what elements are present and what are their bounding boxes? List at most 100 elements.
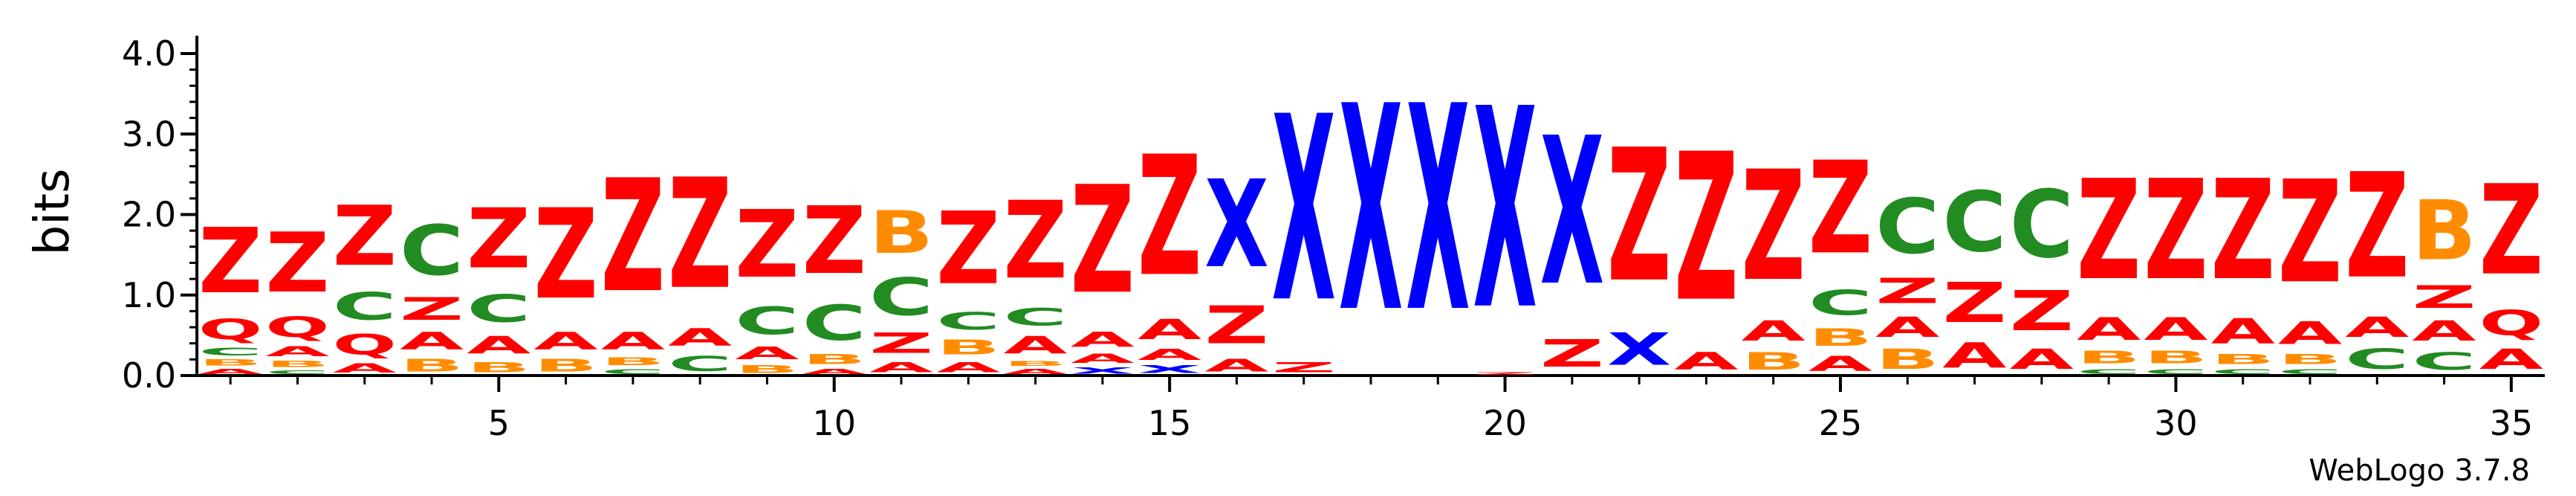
letter-glyph: C (333, 285, 397, 329)
letter-glyph: Z (1272, 360, 1336, 376)
logo-column: CAZ (2345, 142, 2409, 376)
letter-glyph: Z (265, 215, 329, 311)
letter-glyph: Z (1674, 111, 1738, 347)
x-tick-label: 5 (488, 403, 510, 443)
letter-glyph: Z (1204, 295, 1268, 355)
letter-glyph: A (2479, 344, 2543, 376)
logo-column: X (1339, 45, 1403, 374)
logo-glyphs: ABCQZCBAQZAQCZBAZCBACZBAZCBAZCAZBACZABCZ… (198, 45, 2543, 376)
letter-glyph: X (1540, 94, 1604, 331)
letter-glyph: Z (802, 187, 866, 294)
letter-glyph: B (2144, 347, 2207, 367)
letter-glyph: C (1875, 182, 1939, 270)
letter-glyph: A (1942, 336, 2006, 376)
letter-glyph: Z (1540, 332, 1604, 376)
letter-glyph: Z (2144, 151, 2207, 311)
letter-glyph: B (936, 335, 1000, 359)
letter-glyph: B (265, 359, 329, 369)
letter-glyph: Z (668, 147, 732, 323)
letter-glyph: A (2144, 312, 2207, 347)
letter-glyph: A (2211, 312, 2275, 352)
letter-glyph: Z (735, 190, 799, 298)
letter-glyph: Z (198, 210, 262, 314)
letter-glyph: C (2278, 367, 2342, 376)
letter-glyph: A (936, 359, 1000, 376)
letter-glyph: A (333, 361, 398, 376)
letter-glyph: Z (1875, 271, 1939, 312)
letter-glyph: Z (400, 292, 464, 328)
logo-column: BAZ (1742, 139, 1806, 376)
x-tick-label: 10 (812, 403, 856, 443)
letter-glyph: B (735, 364, 799, 376)
letter-glyph: C (735, 300, 799, 344)
logo-column: AZX (1204, 155, 1268, 376)
letter-glyph: Q (265, 312, 329, 344)
letter-glyph: A (1003, 367, 1067, 376)
letter-glyph: Z (1138, 122, 1201, 314)
letter-glyph: C (198, 346, 262, 358)
letter-glyph: Z (936, 190, 1000, 307)
letter-glyph: A (533, 328, 598, 355)
letter-glyph: C (2010, 170, 2074, 279)
letter-glyph: A (1138, 346, 1201, 364)
letter-glyph: B (1742, 347, 1806, 376)
letter-glyph: B (601, 355, 665, 367)
letter-glyph: A (1138, 314, 1201, 346)
letter-glyph: A (2077, 312, 2141, 347)
letter-glyph: B (2077, 347, 2141, 367)
letter-glyph: A (2278, 315, 2342, 351)
letter-glyph: Z (869, 327, 933, 359)
x-axis: 5 10 15 20 25 30 35 (197, 374, 2545, 443)
y-tick-label: 3.0 (122, 114, 176, 154)
letter-glyph: A (735, 344, 799, 364)
letter-glyph: C (1808, 283, 1872, 323)
letter-glyph: A (1071, 328, 1135, 352)
letter-glyph: Z (2278, 151, 2342, 315)
letter-glyph: Z (333, 189, 397, 285)
letter-glyph: Q (2479, 303, 2543, 344)
letter-glyph: Z (1473, 372, 1537, 376)
letter-glyph: A (1742, 315, 1806, 347)
logo-column: XZ (1607, 111, 1671, 376)
letter-glyph: A (1674, 348, 1739, 376)
letter-glyph: A (1003, 332, 1068, 359)
logo-column: AQZ (2479, 160, 2543, 376)
letter-glyph: B (1875, 344, 1939, 376)
weblogo-version-label: WebLogo 3.7.8 (2309, 454, 2530, 488)
letter-glyph: C (2077, 367, 2141, 376)
letter-glyph: C (467, 288, 531, 332)
letter-glyph: C (1003, 303, 1067, 332)
letter-glyph: C (802, 296, 866, 352)
letter-glyph: Z (1942, 271, 2006, 335)
logo-column: CAZ (668, 147, 733, 376)
letter-glyph: Q (333, 329, 397, 361)
letter-glyph: Z (533, 184, 597, 327)
logo-column: AZC (2010, 170, 2074, 376)
logo-column: BAZ (533, 184, 598, 376)
letter-glyph: A (1808, 352, 1872, 376)
x-tick-label: 30 (2154, 403, 2198, 443)
letter-glyph: Z (1742, 139, 1806, 315)
letter-glyph: Z (2010, 280, 2074, 344)
x-tick-label: 20 (1483, 403, 1527, 443)
letter-glyph: C (668, 352, 732, 376)
logo-column: X (1406, 45, 1470, 374)
letter-glyph: X (1473, 51, 1537, 370)
letter-glyph: Z (467, 191, 531, 287)
letter-glyph: X (1607, 324, 1671, 376)
letter-glyph: A (1071, 352, 1135, 366)
letter-glyph: A (2345, 312, 2409, 344)
letter-glyph: C (265, 369, 329, 376)
letter-glyph: B (400, 355, 464, 376)
logo-column: ZX (1540, 94, 1604, 376)
